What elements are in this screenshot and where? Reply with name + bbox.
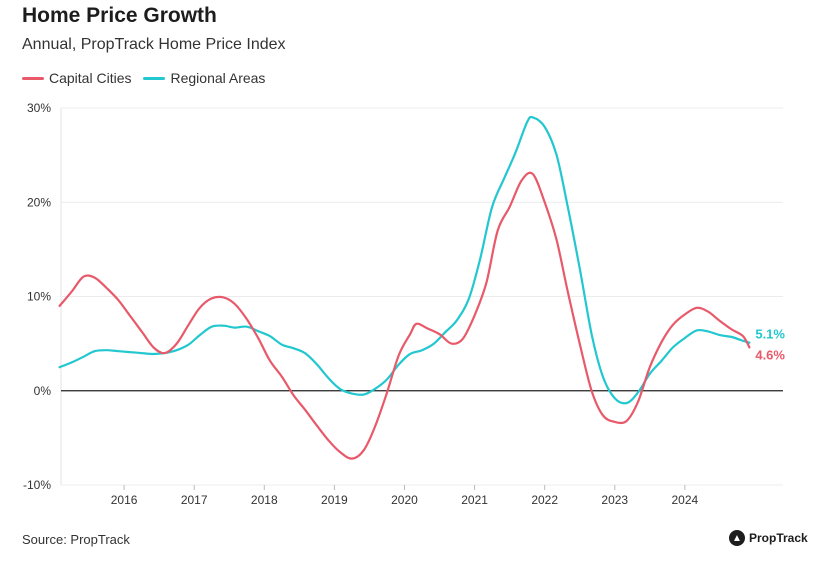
- series-line-regional-areas: [58, 115, 751, 405]
- series-line-capital-cities: [58, 171, 751, 460]
- legend-label-regional-areas: Regional Areas: [170, 70, 266, 86]
- legend: Capital Cities Regional Areas: [22, 70, 265, 86]
- chart-title: Home Price Growth: [22, 4, 217, 27]
- legend-label-capital-cities: Capital Cities: [49, 70, 132, 86]
- proptrack-logo: ▲ PropTrack: [729, 530, 808, 546]
- end-label-regional-areas: 5.1%: [755, 327, 785, 342]
- x-tick-label: 2017: [181, 493, 208, 507]
- chart-subtitle: Annual, PropTrack Home Price Index: [22, 36, 286, 53]
- source-note: Source: PropTrack: [22, 532, 130, 547]
- x-tick-label: 2016: [111, 493, 138, 507]
- y-tick-label: 10%: [27, 290, 51, 304]
- y-tick-label: 30%: [27, 101, 51, 115]
- x-tick-label: 2023: [601, 493, 628, 507]
- x-tick-label: 2019: [321, 493, 348, 507]
- proptrack-logo-icon: ▲: [729, 530, 745, 546]
- x-tick-label: 2020: [391, 493, 418, 507]
- end-label-capital-cities: 4.6%: [755, 347, 785, 362]
- x-tick-label: 2018: [251, 493, 278, 507]
- y-tick-label: 20%: [27, 195, 51, 209]
- legend-item-regional-areas: Regional Areas: [143, 70, 265, 86]
- y-tick-label: -10%: [23, 478, 51, 492]
- legend-item-capital-cities: Capital Cities: [22, 70, 131, 86]
- proptrack-logo-text: PropTrack: [749, 531, 808, 545]
- x-tick-label: 2024: [672, 493, 699, 507]
- x-tick-label: 2021: [461, 493, 488, 507]
- x-tick-label: 2022: [531, 493, 558, 507]
- y-tick-label: 0%: [34, 384, 52, 398]
- legend-swatch-regional-areas: [143, 76, 166, 80]
- legend-swatch-capital-cities: [22, 76, 44, 80]
